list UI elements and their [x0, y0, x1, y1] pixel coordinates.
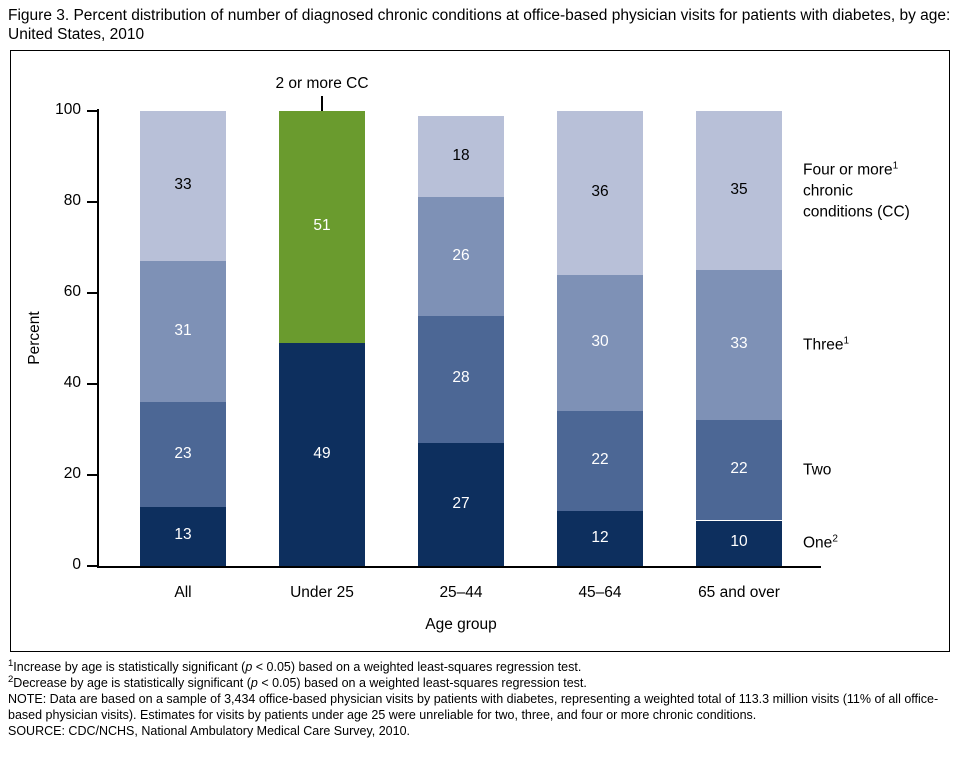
bar-segment [140, 261, 226, 403]
bar-value-label: 22 [730, 460, 748, 478]
bar-value-label: 23 [174, 444, 192, 462]
footnote-1-italic-p: p [245, 660, 253, 674]
legend-entry-line: conditions (CC) [803, 203, 910, 221]
y-tick-label: 100 [55, 101, 81, 118]
y-tick [87, 292, 99, 294]
category-label: 25–44 [439, 584, 483, 601]
bar-segment [279, 343, 365, 566]
bar-value-label: 18 [452, 146, 470, 164]
y-tick-label: 60 [63, 283, 81, 300]
category-label: All [174, 584, 192, 601]
figure-title: Figure 3. Percent distribution of number… [8, 7, 951, 43]
footnote-1-text-end: < 0.05) based on a weighted least-square… [252, 660, 582, 674]
bar-value-label: 51 [313, 217, 331, 235]
bar-segment [418, 197, 504, 316]
bar-segment [557, 411, 643, 512]
bar-segment [696, 270, 782, 421]
legend-entry-line: chronic [803, 182, 853, 200]
footnote-2-text: Decrease by age is statistically signifi… [13, 676, 251, 690]
footnote-1: 1Increase by age is statistically signif… [8, 659, 956, 675]
bar-value-label: 33 [730, 335, 748, 353]
category-label: 45–64 [578, 584, 622, 601]
bar-segment [696, 111, 782, 271]
bar-value-label: 10 [730, 533, 748, 551]
bar-segment [418, 443, 504, 566]
bar-value-label: 26 [452, 246, 470, 264]
y-axis-title: Percent [26, 311, 43, 365]
bar-segment [140, 402, 226, 507]
bar-value-label: 28 [452, 369, 470, 387]
footnote-2: 2Decrease by age is statistically signif… [8, 675, 956, 691]
legend-footnote-marker: 1 [892, 159, 899, 171]
annotation-label: 2 or more CC [275, 75, 369, 92]
bar-segment [696, 520, 782, 566]
legend-label: One [803, 534, 833, 552]
legend-label: Four or more [803, 161, 893, 179]
legend-entry: Two [803, 460, 831, 481]
legend-entry-line: Four or more1 [803, 159, 910, 180]
bar-value-label: 49 [313, 444, 331, 462]
footnote-2-sup: 2 [8, 673, 14, 685]
footnote-2-italic-p: p [250, 676, 258, 690]
bar-value-label: 13 [174, 526, 192, 544]
footnotes: 1Increase by age is statistically signif… [8, 659, 956, 739]
legend-entry: Four or more1 chronic conditions (CC) [803, 159, 910, 222]
legend-label: Two [803, 461, 832, 479]
y-tick-label: 80 [63, 192, 81, 209]
category-label: Under 25 [290, 584, 354, 601]
bar-value-label: 35 [730, 180, 748, 198]
bar-value-label: 36 [591, 182, 609, 200]
y-tick-label: 20 [63, 465, 81, 482]
bar-segment [140, 506, 226, 566]
y-tick-label: 40 [63, 374, 81, 391]
bar-segment [557, 111, 643, 275]
bar-value-label: 22 [591, 451, 609, 469]
bar-segment [418, 115, 504, 198]
bar-value-label: 33 [174, 176, 192, 194]
x-axis-title: Age group [425, 616, 497, 633]
bar-value-label: 30 [591, 333, 609, 351]
footnote-note: NOTE: Data are based on a sample of 3,43… [8, 692, 939, 722]
y-tick-label: 0 [72, 556, 81, 573]
category-label: 65 and over [698, 584, 780, 601]
bar-value-label: 12 [591, 528, 609, 546]
legend-entry: One2 [803, 533, 838, 554]
annotation-tick [321, 96, 323, 111]
bar-segment [418, 315, 504, 444]
footnote-2-text-end: < 0.05) based on a weighted least-square… [257, 676, 587, 690]
y-tick [87, 110, 99, 112]
y-tick [87, 565, 99, 567]
y-tick [87, 474, 99, 476]
footnote-source: SOURCE: CDC/NCHS, National Ambulatory Me… [8, 724, 410, 738]
legend-entry: Three1 [803, 335, 849, 356]
bar-segment [557, 511, 643, 566]
legend-entry-line: Three1 [803, 335, 849, 356]
legend-entry-line: One2 [803, 533, 838, 554]
bar-value-label: 27 [452, 494, 470, 512]
bar-segment [140, 111, 226, 262]
footnote-1-sup: 1 [8, 657, 14, 669]
legend-footnote-marker: 2 [832, 533, 838, 545]
y-tick [87, 201, 99, 203]
legend-label: Three [803, 336, 844, 354]
x-axis-line [97, 566, 821, 568]
bar-segment [557, 274, 643, 412]
bar-segment [696, 420, 782, 521]
footnote-1-text: Increase by age is statistically signifi… [13, 660, 246, 674]
chart-frame: 0 20 40 60 80 100 13 23 31 33 All 49 51 Under 25 27 28 2… [10, 50, 950, 652]
bar-segment [279, 111, 365, 344]
y-axis-line [97, 109, 99, 568]
legend-footnote-marker: 1 [843, 335, 850, 347]
bar-value-label: 31 [174, 321, 192, 339]
legend-entry-line: Two [803, 460, 831, 481]
y-tick [87, 383, 99, 385]
